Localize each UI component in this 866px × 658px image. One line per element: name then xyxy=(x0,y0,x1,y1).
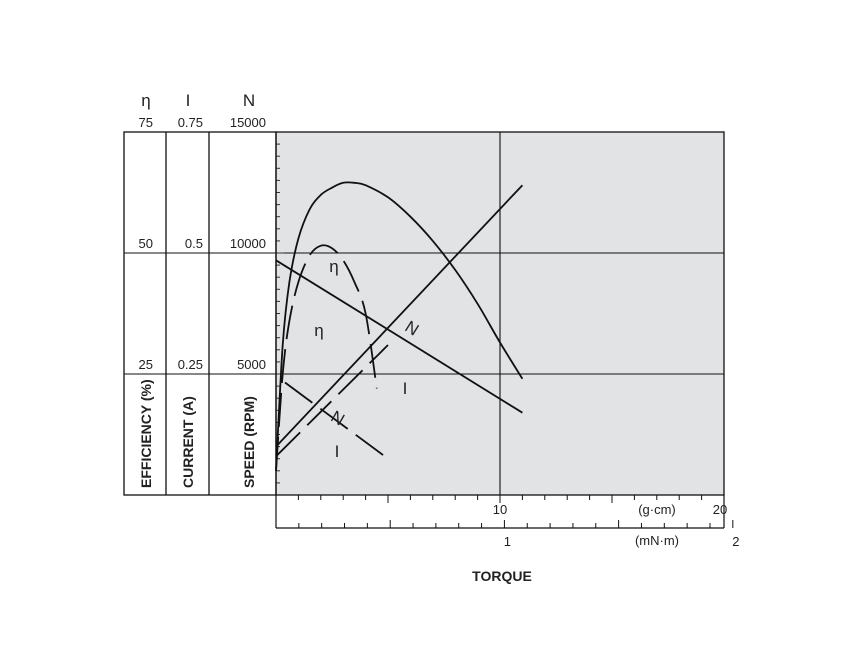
curve-label: η xyxy=(329,257,338,276)
x-axis-unit-mnm: (mN·m) xyxy=(635,533,679,548)
x-tick-label-mnm: 2 xyxy=(732,534,739,549)
x-axis-unit-gcm: (g·cm) xyxy=(638,502,676,517)
y-tick-label: 0.5 xyxy=(185,236,203,251)
curve-solid-efficiency xyxy=(275,181,524,471)
y-axis-symbol: I xyxy=(186,91,191,110)
y-tick-label: 0.75 xyxy=(178,115,203,130)
x-axes-labels: 10 20 (g·cm) 1 2 (mN·m) TORQUE xyxy=(297,495,739,584)
y-tick-label: 50 xyxy=(139,236,153,251)
y-tick-label: 5000 xyxy=(237,357,266,372)
curve-dashed-current xyxy=(275,344,389,457)
curve-label: I xyxy=(335,442,340,461)
y-axes-labels: η 25 50 75 EFFICIENCY (%) I 0.25 0.5 0.75 CURRENT… xyxy=(138,91,266,488)
x-tick-label-gcm: 20 xyxy=(713,502,727,517)
y-axis-title: SPEED (RPM) xyxy=(241,396,257,488)
curve-solid-speed xyxy=(275,259,523,414)
curves xyxy=(275,181,524,471)
y-axis-symbol: N xyxy=(243,91,255,110)
torque-scales xyxy=(275,495,725,529)
x-tick-label-gcm: 10 xyxy=(493,502,507,517)
x-axis-title: TORQUE xyxy=(472,568,532,584)
y-tick-label: 0.25 xyxy=(178,357,203,372)
y-tick-label: 25 xyxy=(139,357,153,372)
y-axis-title: CURRENT (A) xyxy=(180,396,196,488)
y-tick-label: 75 xyxy=(139,115,153,130)
curve-label: I xyxy=(403,379,408,398)
curve-solid-current xyxy=(275,184,524,448)
y-axis-title: EFFICIENCY (%) xyxy=(138,379,154,488)
y-tick-label: 10000 xyxy=(230,236,266,251)
left-axis-panel xyxy=(123,131,724,496)
y-axis-symbol: η xyxy=(141,91,150,110)
x-tick-label-mnm: 1 xyxy=(504,534,511,549)
curve-dashed-speed xyxy=(284,381,389,460)
y-tick-label: 15000 xyxy=(230,115,266,130)
curve-label: η xyxy=(314,321,323,340)
curve-dashed-efficiency xyxy=(275,244,378,471)
